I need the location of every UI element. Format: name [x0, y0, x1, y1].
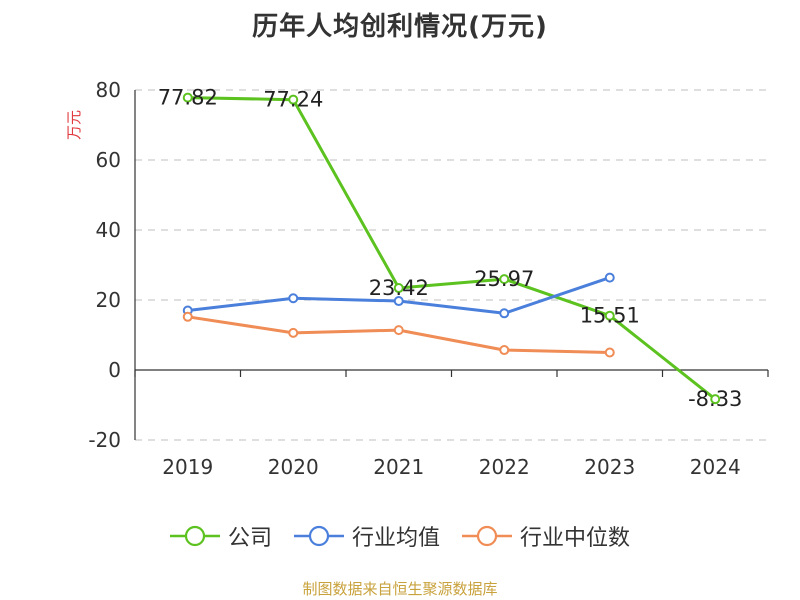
data-point[interactable]	[393, 283, 404, 294]
data-point[interactable]	[288, 293, 299, 304]
x-tick-label: 2024	[690, 455, 741, 479]
data-label: 25.97	[474, 267, 534, 291]
source-note: 制图数据来自恒生聚源数据库	[302, 580, 498, 598]
data-point[interactable]	[499, 308, 510, 319]
data-label: 15.51	[580, 304, 640, 328]
y-tick-label: 40	[96, 218, 121, 242]
grid-lines	[135, 89, 768, 441]
chart-title: 历年人均创利情况(万元)	[252, 12, 548, 42]
data-labels: 77.82 77.24 23.42 25.97 15.51 -8.33	[158, 86, 743, 412]
data-point[interactable]	[604, 272, 615, 283]
line-chart: -20 0 20 40 60 80 2019 2020 2021 2022 2023 2024 77.…	[65, 78, 769, 479]
data-point[interactable]	[499, 345, 510, 356]
data-point[interactable]	[288, 327, 299, 338]
data-point[interactable]	[393, 296, 404, 307]
legend-marker-icon	[169, 525, 220, 547]
data-label: 77.24	[263, 88, 323, 112]
legend-label: 行业均值	[351, 526, 440, 551]
x-tick-label: 2022	[479, 455, 530, 479]
data-point[interactable]	[604, 310, 615, 321]
y-tick-label: 20	[96, 288, 121, 312]
legend-marker-icon	[462, 525, 512, 547]
data-label: -8.33	[688, 387, 742, 411]
x-tick-label: 2019	[162, 455, 213, 479]
y-tick-label: 0	[108, 358, 121, 382]
data-point[interactable]	[499, 274, 510, 285]
x-tick-label: 2023	[584, 455, 635, 479]
series-lines	[182, 92, 721, 405]
legend-marker-icon	[293, 525, 344, 547]
x-tick-label: 2021	[373, 455, 424, 479]
x-tick-label: 2020	[268, 455, 319, 479]
y-tick-label: -20	[88, 428, 121, 452]
legend: 公司 行业均值 行业中位数	[0, 520, 800, 552]
legend-label: 行业中位数	[520, 526, 631, 551]
axes: -20 0 20 40 60 80 2019 2020 2021 2022 2023 2024	[88, 78, 769, 479]
legend-item[interactable]: 公司	[169, 520, 272, 552]
legend-item[interactable]: 行业中位数	[462, 520, 630, 552]
data-point[interactable]	[393, 325, 404, 336]
data-label: 77.82	[158, 86, 218, 110]
legend-label: 公司	[227, 526, 272, 551]
data-point[interactable]	[288, 94, 299, 105]
data-point[interactable]	[710, 394, 721, 405]
y-tick-label: 80	[96, 78, 121, 102]
legend-item[interactable]: 行业均值	[293, 520, 440, 552]
series-line	[187, 96, 717, 401]
data-point[interactable]	[182, 311, 193, 322]
y-tick-label: 60	[96, 148, 121, 172]
data-label: 23.42	[369, 276, 429, 300]
data-point[interactable]	[604, 347, 615, 358]
y-axis-label: 万元	[65, 110, 83, 140]
data-point[interactable]	[182, 92, 193, 103]
